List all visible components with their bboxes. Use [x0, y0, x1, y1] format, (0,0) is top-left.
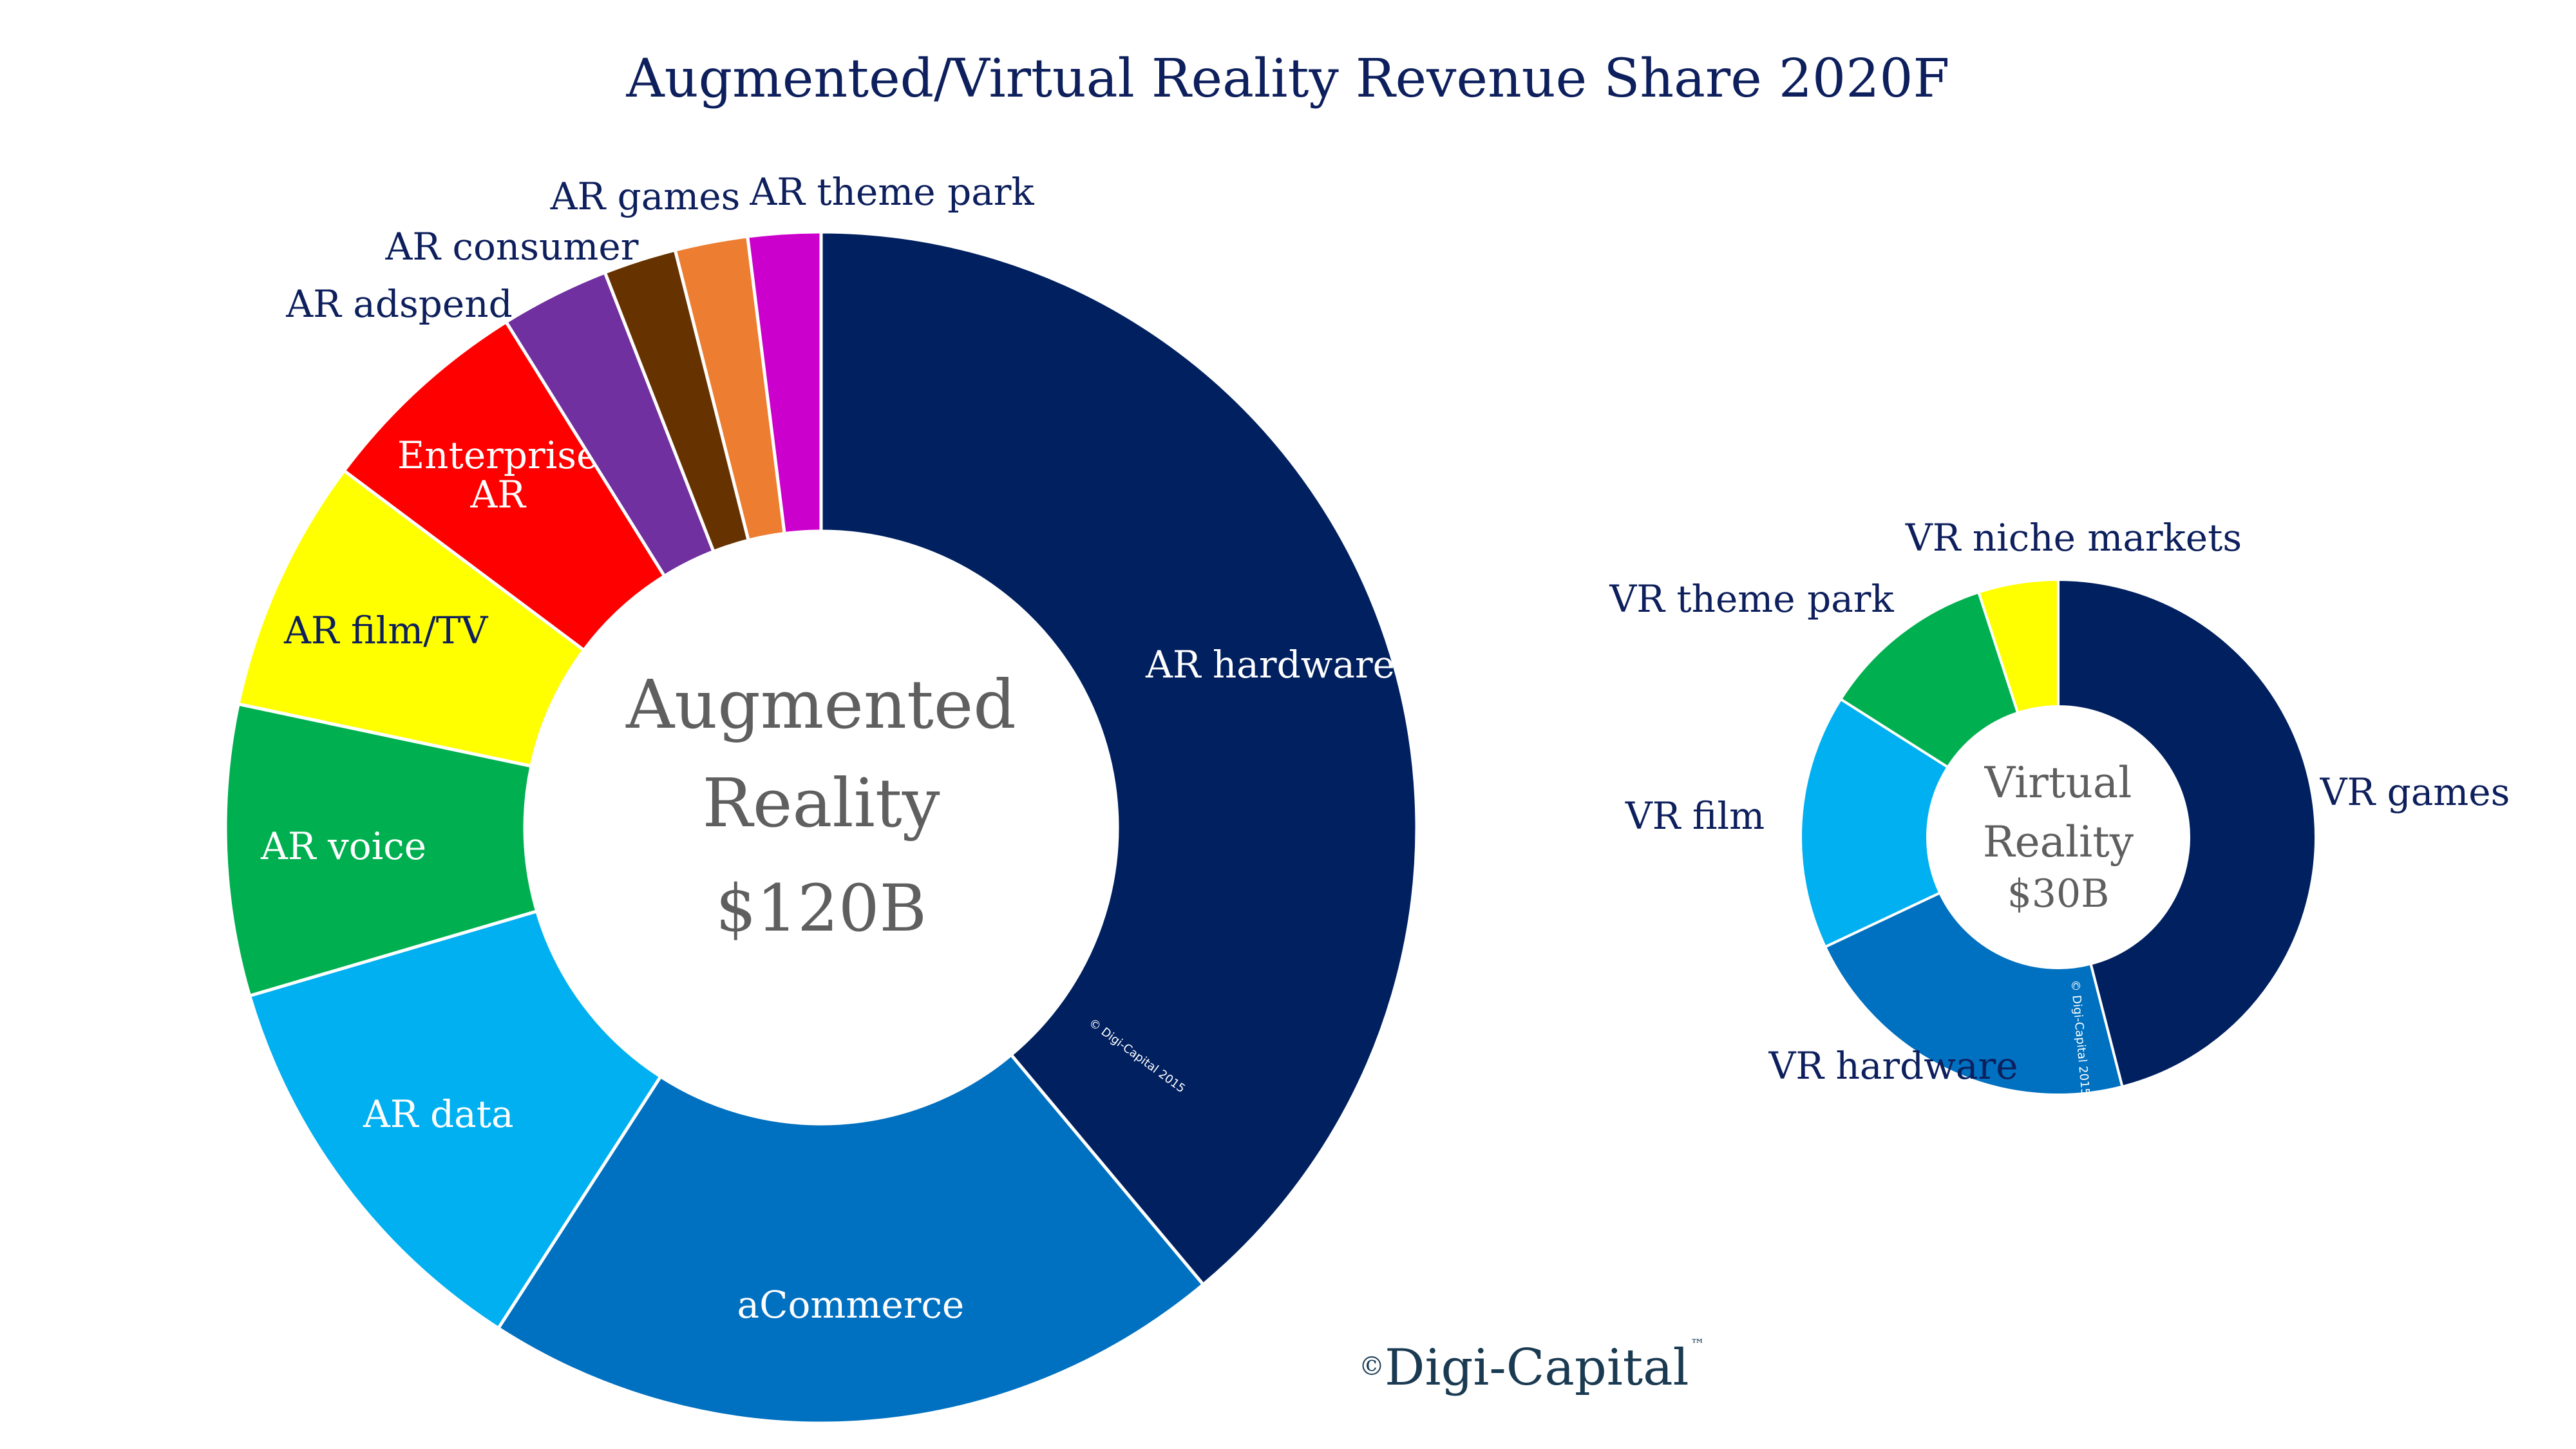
label-enterprise-ar: Enterprise AR: [397, 433, 599, 516]
label-vr-hardware: VR hardware: [1768, 1044, 2018, 1088]
center-label-2: Reality: [703, 764, 940, 842]
slice-ar-hardware: [819, 230, 1419, 1287]
label-vr-games: VR games: [2320, 770, 2510, 814]
label-ar-games: AR games: [550, 175, 741, 218]
label-ar-theme-park: AR theme park: [749, 170, 1034, 214]
label-acommerce: aCommerce: [737, 1283, 965, 1327]
label-ar-data: AR data: [363, 1092, 514, 1136]
chart-title: Augmented/Virtual Reality Revenue Share …: [626, 48, 1950, 109]
slice-vr-games: [2057, 578, 2317, 1088]
slice-vr-hardware: [1823, 891, 2124, 1096]
slice-acommerce: [496, 1052, 1206, 1425]
label-vr-niche-markets: VR niche markets: [1905, 516, 2242, 560]
brand-name: Digi-Capital: [1385, 1339, 1689, 1397]
ar-donut-chart: AR hardware aCommerce AR data AR voice AR fi…: [223, 170, 1419, 1425]
center-label-1: Virtual: [1984, 758, 2132, 808]
label-ar-voice: AR voice: [260, 824, 426, 868]
label-ar-adspend: AR adspend: [285, 282, 512, 326]
slice-ar-data: [247, 909, 663, 1331]
label-ar-hardware: AR hardware: [1145, 643, 1395, 687]
label-ar-film-tv: AR film/TV: [283, 609, 488, 652]
label-vr-film: VR film: [1625, 794, 1765, 838]
slice-vr-theme-park: [1839, 591, 2020, 769]
brand-tm: ™: [1690, 1337, 1705, 1353]
slice-ar-theme-park: [745, 230, 823, 536]
slice-vr-film: [1799, 697, 1950, 949]
brand-copyright-symbol: ©: [1359, 1352, 1385, 1381]
slice-vr-niche-markets: [1976, 578, 2060, 715]
center-label-3: $30B: [2007, 871, 2110, 916]
slice-ar-voice: [223, 702, 539, 998]
brand-logo: © Digi-Capital ™: [1359, 1337, 1705, 1397]
center-label-2: Reality: [1983, 817, 2134, 867]
center-label-3: $120B: [715, 871, 927, 946]
label-vr-theme-park: VR theme park: [1609, 577, 1894, 621]
label-ar-consumer: AR consumer: [385, 225, 639, 269]
center-label-1: Augmented: [625, 665, 1016, 744]
